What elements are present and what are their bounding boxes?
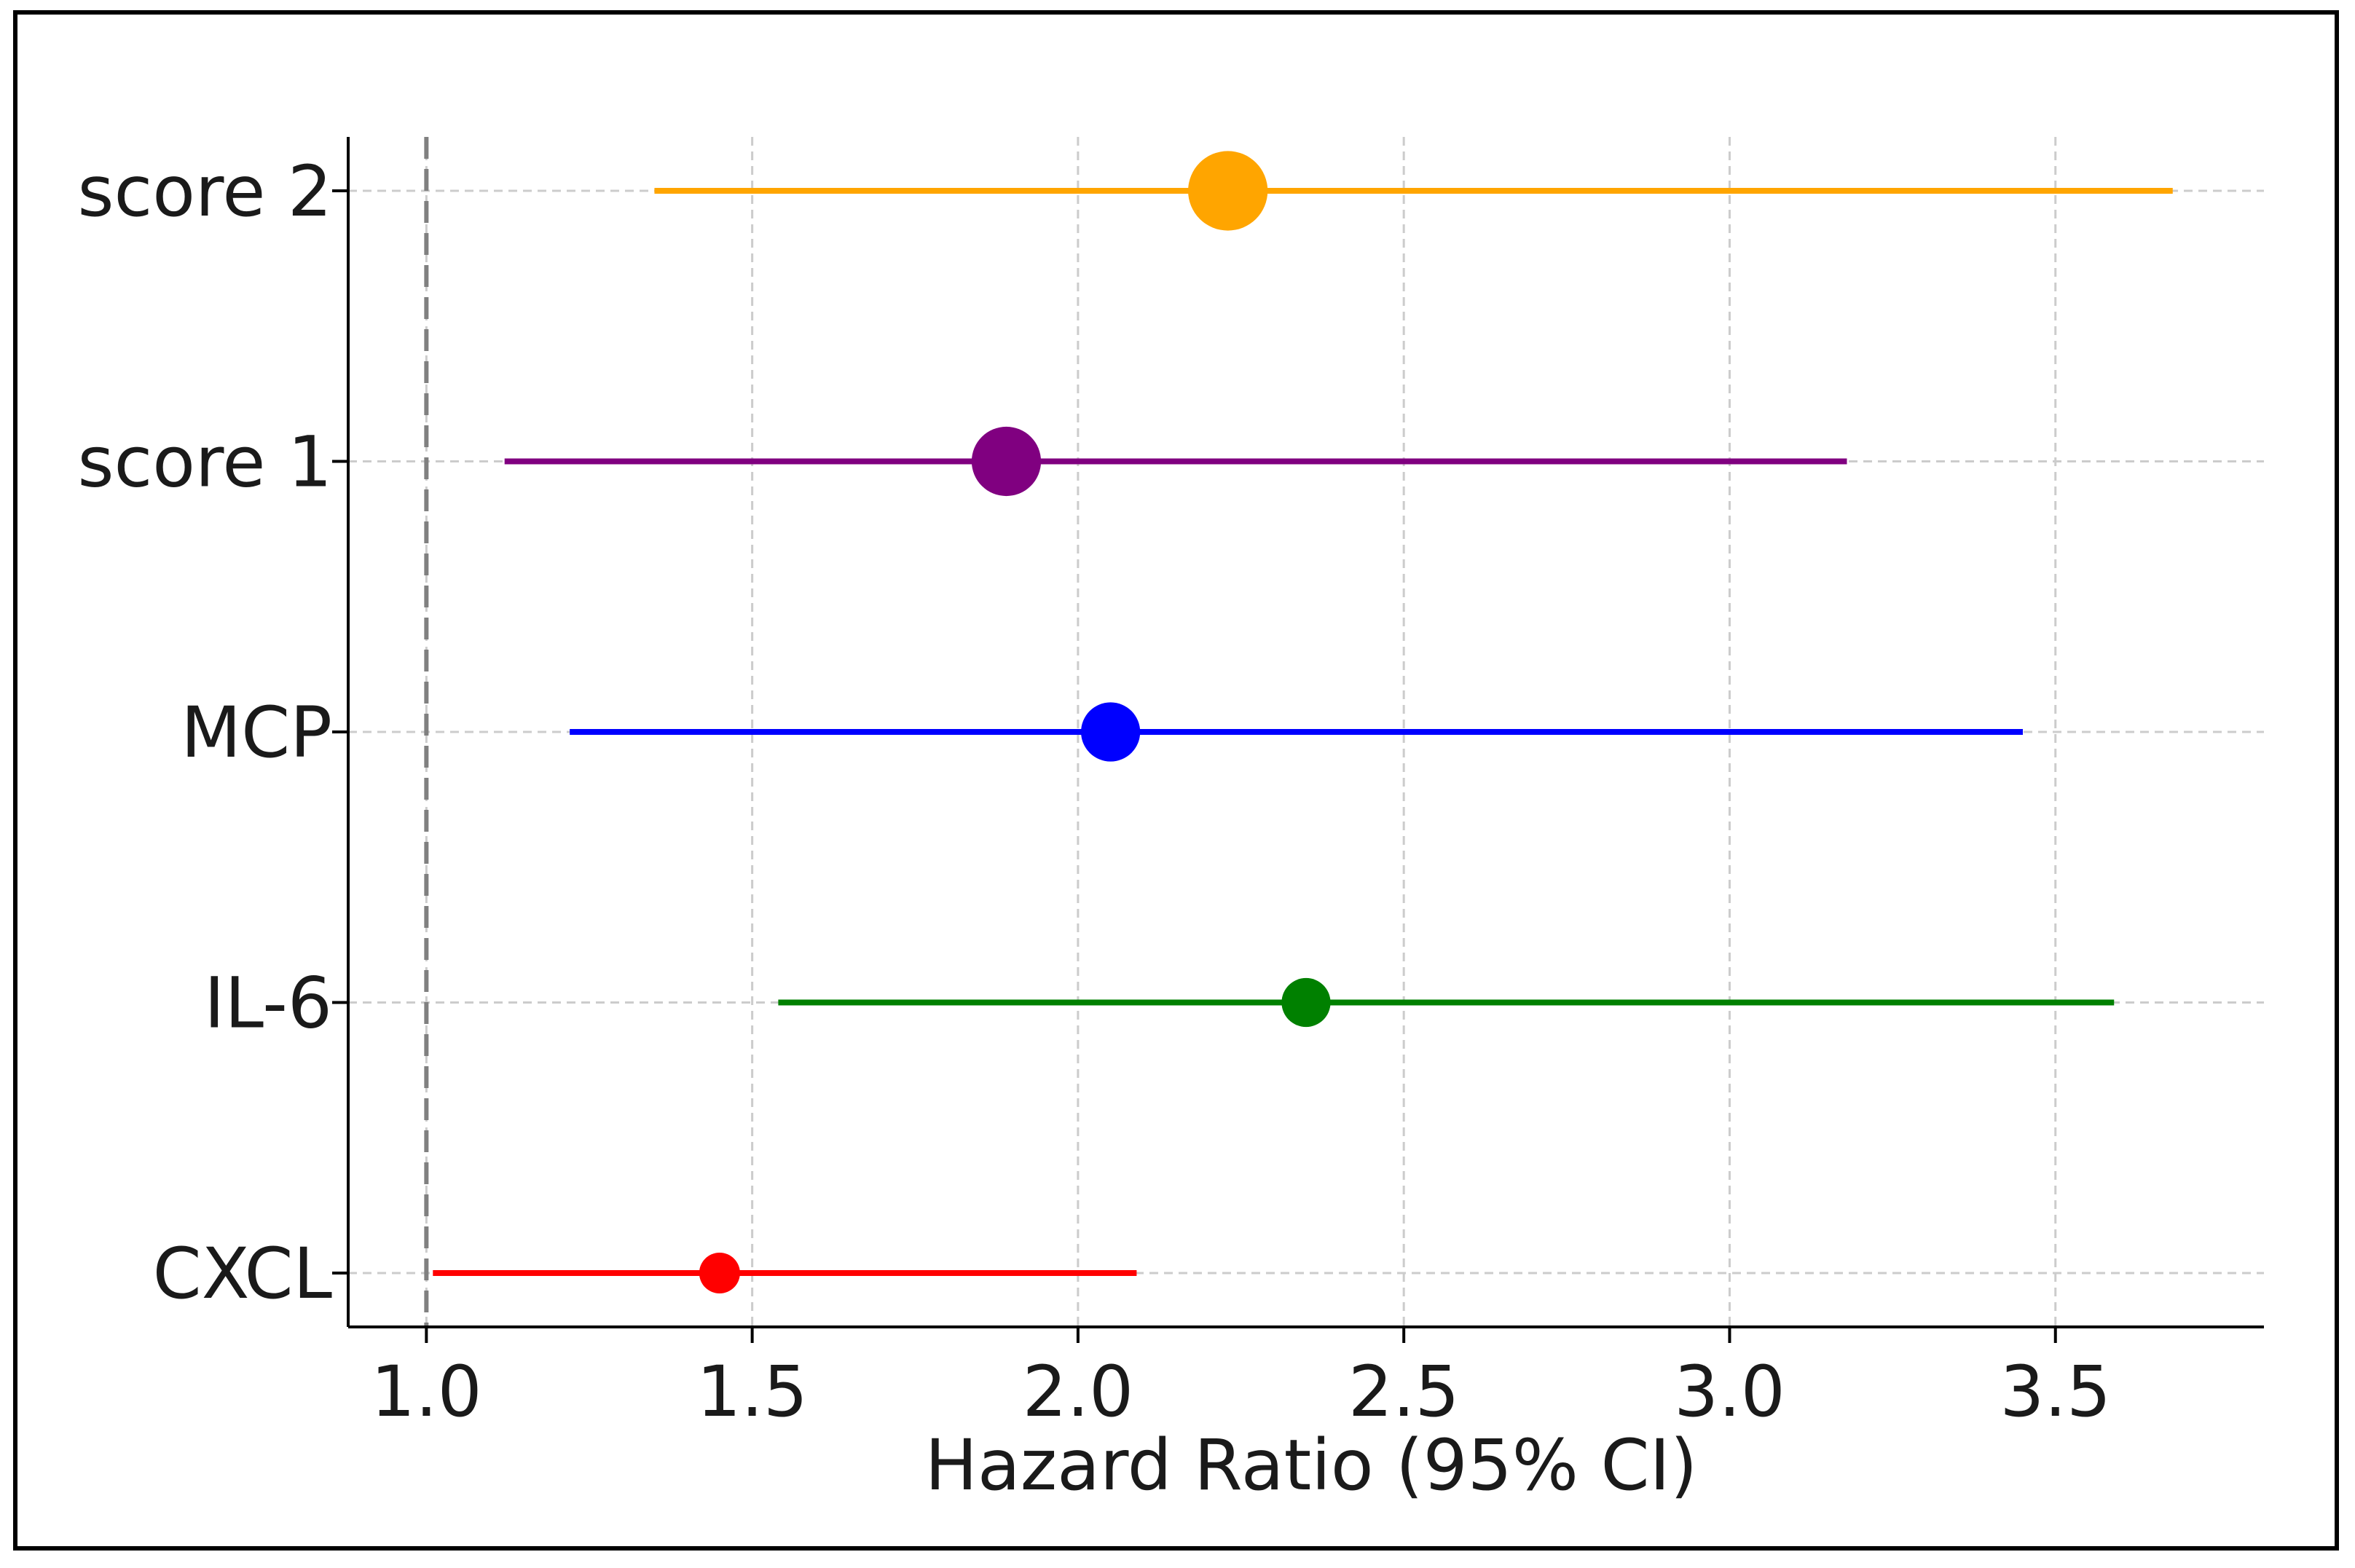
- y-tick-label: CXCL: [153, 1233, 332, 1315]
- axes: [332, 137, 2264, 1343]
- hazard-ratio-point: [1081, 702, 1141, 762]
- hazard-ratio-point: [699, 1253, 740, 1293]
- hazard-ratio-point: [1281, 977, 1331, 1028]
- y-tick-label: score 2: [77, 151, 332, 232]
- figure-frame: [13, 10, 2339, 1551]
- x-tick-label: 2.5: [1348, 1351, 1460, 1433]
- data-marks: [433, 151, 2173, 1293]
- x-tick-label: 2.0: [1023, 1351, 1134, 1433]
- y-tick-label: score 1: [77, 422, 332, 503]
- x-tick-label: 1.5: [696, 1351, 808, 1433]
- tick-labels: 1.0 1.5 2.0 2.5 3.0 3.5 CXCL IL-6 MCP score 1 scor…: [77, 151, 2111, 1433]
- x-tick-label: 3.5: [2000, 1351, 2111, 1433]
- x-tick-label: 3.0: [1674, 1351, 1785, 1433]
- x-tick-label: 1.0: [371, 1351, 482, 1433]
- y-tick-label: MCP: [181, 692, 332, 773]
- hazard-ratio-point: [1188, 151, 1268, 231]
- x-axis-label: Hazard Ratio (95% CI): [925, 1425, 1698, 1506]
- hazard-ratio-point: [971, 426, 1042, 497]
- y-tick-label: IL-6: [204, 963, 332, 1044]
